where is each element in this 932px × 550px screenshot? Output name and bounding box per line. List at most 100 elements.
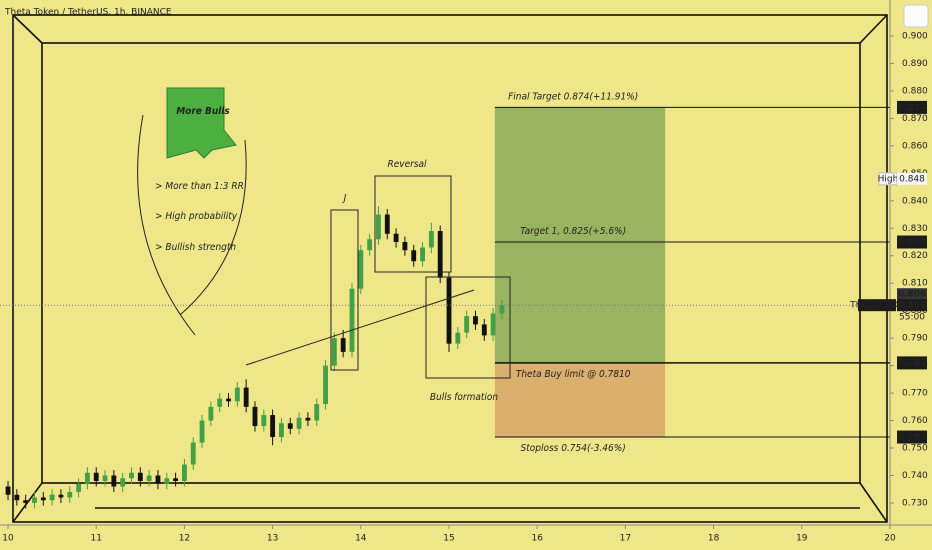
candle-body bbox=[358, 250, 364, 289]
candle-body bbox=[331, 338, 337, 366]
candle-body bbox=[164, 478, 170, 484]
y-tick-label: 0.820 bbox=[902, 251, 928, 261]
arc bbox=[179, 139, 247, 316]
candle-body bbox=[23, 500, 29, 503]
symbol-label: THETAUSDT bbox=[849, 301, 904, 311]
candle-body bbox=[137, 472, 143, 481]
level-label: Final Target 0.874(+11.91%) bbox=[508, 91, 638, 102]
y-tick-label: 0.890 bbox=[902, 59, 928, 69]
flag-label: More Bulls bbox=[176, 106, 230, 117]
candle-body bbox=[199, 420, 205, 443]
countdown: 55:00 bbox=[899, 313, 925, 323]
y-tick-label: 0.740 bbox=[902, 471, 928, 481]
candle-body bbox=[49, 494, 55, 501]
x-tick-label: 18 bbox=[708, 534, 720, 544]
pattern-boxes bbox=[245, 175, 511, 379]
candle-body bbox=[190, 442, 196, 465]
plot: Final Target 0.874(+11.91%) Target 1, 0.8… bbox=[0, 91, 890, 509]
bullet: > Bullish strength bbox=[155, 242, 236, 253]
candle-body bbox=[155, 475, 161, 484]
candle-body bbox=[146, 475, 152, 481]
candle-body bbox=[261, 415, 267, 427]
candle-body bbox=[58, 494, 64, 498]
candle-body bbox=[243, 387, 249, 407]
candle-body bbox=[323, 365, 328, 405]
candle-body bbox=[473, 316, 478, 325]
candle-body bbox=[217, 398, 223, 407]
candle-body bbox=[402, 242, 408, 251]
symbol-tag bbox=[858, 299, 896, 312]
candle-body bbox=[287, 423, 293, 429]
chart-title: Theta Token / TetherUS, 1h, BINANCE bbox=[4, 8, 172, 18]
candle-body bbox=[367, 239, 373, 251]
high-price-tag bbox=[897, 172, 927, 185]
candle-body bbox=[428, 231, 434, 248]
x-tick-label: 20 bbox=[884, 534, 896, 544]
high-tag-label: High bbox=[878, 174, 899, 184]
candle-body bbox=[446, 277, 452, 344]
candle-body bbox=[120, 478, 126, 487]
x-tick-label: 16 bbox=[531, 534, 543, 544]
candle-body bbox=[252, 406, 258, 427]
x-tick-label: 12 bbox=[179, 534, 190, 544]
candle-body bbox=[208, 406, 214, 421]
candle-body bbox=[420, 247, 425, 262]
candle-body bbox=[305, 417, 311, 421]
candle-body bbox=[437, 231, 443, 278]
y-tick-label: 0.840 bbox=[902, 196, 928, 206]
price-tag bbox=[897, 430, 927, 444]
candle-body bbox=[181, 464, 187, 481]
candle-body bbox=[411, 250, 417, 262]
settings-button[interactable] bbox=[903, 4, 929, 28]
y-tick-label: 0.830 bbox=[902, 224, 928, 234]
candle-body bbox=[32, 497, 37, 503]
candle-body bbox=[84, 472, 90, 484]
candle-body bbox=[76, 483, 82, 492]
candle-body bbox=[490, 313, 496, 336]
bullet: > High probability bbox=[155, 211, 238, 222]
profit-zone bbox=[494, 107, 666, 363]
candle-body bbox=[376, 214, 381, 240]
arc bbox=[137, 114, 196, 336]
candle-body bbox=[481, 324, 487, 336]
y-tick-label: 0.790 bbox=[902, 334, 928, 344]
price-tag bbox=[897, 288, 927, 301]
candle-body bbox=[40, 497, 46, 501]
y-tick-label: 0.750 bbox=[902, 444, 928, 454]
candle-body bbox=[111, 475, 117, 487]
candle-body bbox=[102, 475, 108, 481]
reversal-label: Reversal bbox=[387, 159, 427, 170]
price-tag bbox=[897, 100, 927, 114]
x-tick-label: 15 bbox=[443, 534, 454, 544]
level-label: Theta Buy limit @ 0.7810 bbox=[516, 369, 631, 380]
level-label: Target 1, 0.825(+5.6%) bbox=[520, 226, 626, 237]
price-tag-label: 0.802 bbox=[898, 301, 926, 311]
level-label: Stoploss 0.754(-3.46%) bbox=[521, 443, 626, 454]
x-tick-label: 19 bbox=[796, 534, 808, 544]
x-tick-label: 13 bbox=[267, 534, 278, 544]
candle-body bbox=[349, 288, 355, 352]
x-tick-label: 17 bbox=[620, 534, 631, 544]
candle-body bbox=[314, 404, 320, 421]
x-tick-label: 10 bbox=[2, 534, 14, 544]
y-tick-label: 0.770 bbox=[902, 389, 928, 399]
candle-body bbox=[270, 415, 276, 438]
candle-body bbox=[93, 472, 99, 481]
x-tick-label: 11 bbox=[90, 534, 101, 544]
bullet: > More than 1:3 RR bbox=[155, 181, 244, 192]
candle-body bbox=[296, 417, 302, 429]
candle-body bbox=[455, 332, 461, 344]
y-tick-label: 0.860 bbox=[902, 141, 928, 151]
candle-body bbox=[340, 338, 346, 352]
bulls-formation-label: Bulls formation bbox=[430, 392, 499, 403]
y-tick-label: 0.870 bbox=[902, 114, 928, 124]
high-price-label: 0.848 bbox=[899, 174, 925, 184]
price-tag-label: 0.825 bbox=[898, 238, 926, 248]
price-tag-label: 0.754 bbox=[898, 433, 926, 443]
j-label: J bbox=[342, 193, 347, 204]
candle-body bbox=[5, 486, 11, 495]
candle-body bbox=[279, 423, 284, 438]
candle-body bbox=[234, 387, 240, 402]
